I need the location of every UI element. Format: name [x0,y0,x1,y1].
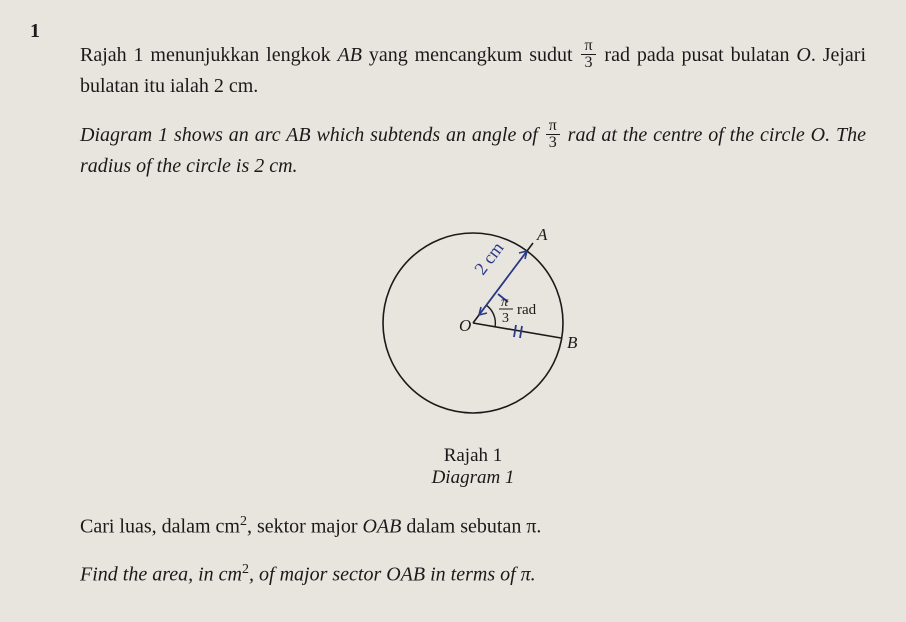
fraction-pi-over-3: π3 [546,118,560,151]
radius-OB [473,323,561,338]
fraction-pi-over-3: π3 [581,38,595,71]
question-number: 1 [30,20,40,43]
caption-malay: Rajah 1 [80,445,866,467]
fraction-numerator: π [546,118,560,135]
tick-mark-OB-1 [514,325,516,337]
task-english: Find the area, in cm2, of major sector O… [80,561,866,589]
diagram-container: 2 cm π 3 rad O A B Ra [80,198,866,489]
diagram-caption: Rajah 1 Diagram 1 [80,445,866,489]
label-B: B [567,333,578,352]
angle-arc [486,305,495,327]
text: Find the area, in cm [80,563,242,585]
text: Rajah 1 menunjukkan lengkok [80,44,338,66]
sector-name: OAB [362,516,401,538]
centre-O: O [796,44,810,66]
fraction-denominator: 3 [546,135,560,151]
angle-denominator: 3 [502,311,509,326]
paragraph-english: Diagram 1 shows an arc AB which subtends… [80,120,866,180]
superscript-2: 2 [240,514,247,529]
text: Cari luas, dalam cm [80,516,240,538]
task-malay: Cari luas, dalam cm2, sektor major OAB d… [80,513,866,541]
text: rad pada pusat bulatan [598,44,797,66]
text: , sektor major [247,516,363,538]
radius-label: 2 cm [470,238,507,278]
paragraph-malay: Rajah 1 menunjukkan lengkok AB yang menc… [80,40,866,100]
diagram-svg: 2 cm π 3 rad O A B [323,198,623,438]
caption-english: Diagram 1 [80,467,866,489]
angle-label: π 3 rad [499,295,537,326]
fraction-numerator: π [581,38,595,55]
label-O: O [459,316,471,335]
question-body: Rajah 1 menunjukkan lengkok AB yang menc… [80,40,866,588]
superscript-2: 2 [242,562,249,577]
tick-mark-OB-2 [520,326,522,338]
text: yang mencangkum sudut [362,44,580,66]
text: dalam sebutan π. [401,516,541,538]
arc-name: AB [338,44,362,66]
text: Diagram 1 shows an arc AB which subtends… [80,124,544,146]
text: , of major sector OAB in terms of π. [249,563,536,585]
fraction-denominator: 3 [581,55,595,71]
page: 1 Rajah 1 menunjukkan lengkok AB yang me… [0,0,906,614]
angle-unit: rad [517,302,537,318]
angle-numerator: π [501,295,509,310]
label-A: A [536,225,548,244]
